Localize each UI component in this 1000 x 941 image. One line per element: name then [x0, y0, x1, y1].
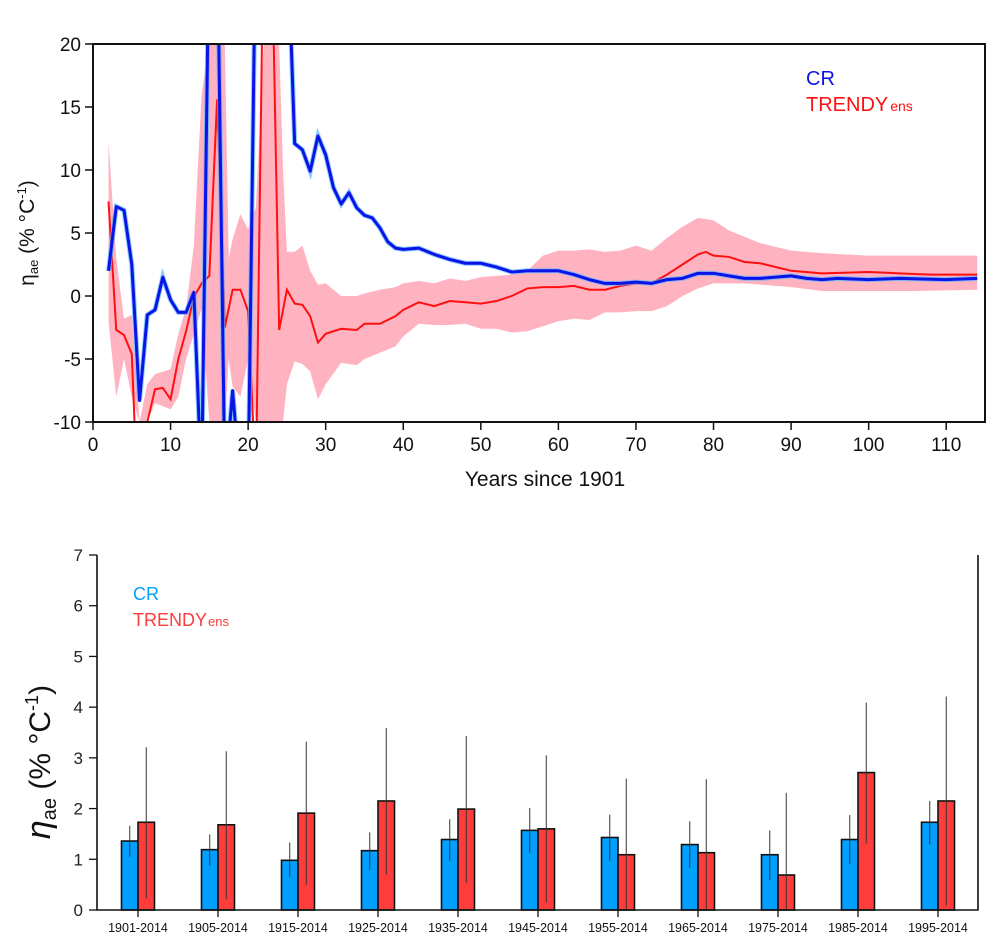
- y-tick-label: 1: [74, 850, 83, 869]
- x-tick-label: 1995-2014: [908, 921, 968, 935]
- x-tick-label: 1945-2014: [508, 921, 568, 935]
- x-tick-label: 70: [625, 435, 646, 456]
- x-tick-label: 1955-2014: [588, 921, 648, 935]
- y-tick-label: -10: [54, 413, 81, 434]
- x-tick-label: 60: [548, 435, 569, 456]
- y-axis-label: ηae (% °C-1): [20, 685, 61, 839]
- x-tick-label: 100: [853, 435, 885, 456]
- bar-group: [760, 792, 796, 911]
- y-tick-label: 4: [74, 698, 83, 717]
- y-tick-label: 15: [60, 98, 81, 119]
- x-tick-label: 50: [470, 435, 491, 456]
- trendy-uncertainty-band: [108, 44, 978, 422]
- x-tick-label: 1915-2014: [268, 921, 328, 935]
- line-chart: 0 10 20 30 40 50 60 70 80 90 100 110 -10 -5 0 5 10 15 20 Y…: [14, 35, 986, 491]
- cr-line: [107, 44, 978, 422]
- bar-group: [360, 727, 396, 911]
- bar-group: [840, 702, 876, 911]
- x-tick-label: 110: [931, 435, 961, 456]
- bar-group: [520, 755, 556, 911]
- y-tick-label: 10: [60, 161, 81, 182]
- x-tick-label: 20: [238, 435, 259, 456]
- legend-cr: CR: [806, 68, 835, 90]
- y-tick-label: 0: [74, 901, 83, 920]
- bar-chart: 1901-2014 1905-2014 1915-2014 1925-2014 1935…: [20, 546, 979, 935]
- x-axis-label: Years since 1901: [465, 468, 625, 491]
- y-tick-label: 5: [70, 224, 81, 245]
- bar-group: [120, 747, 156, 911]
- x-tick-label: 1985-2014: [828, 921, 888, 935]
- x-tick-label: 0: [88, 435, 99, 456]
- x-tick-label: 1975-2014: [748, 921, 808, 935]
- x-tick-label: 1935-2014: [428, 921, 488, 935]
- x-tick-label: 1905-2014: [188, 921, 248, 935]
- x-tick-label: 30: [315, 435, 336, 456]
- y-axis-label: ηae (% °C-1): [14, 180, 41, 286]
- legend: CR TRENDYens: [133, 584, 229, 630]
- legend-cr: CR: [133, 584, 159, 604]
- x-tick-label: 10: [160, 435, 181, 456]
- x-tick-label: 90: [781, 435, 802, 456]
- y-tick-label: 3: [74, 749, 83, 768]
- bar-group: [440, 736, 476, 911]
- y-tick-label: 5: [74, 647, 83, 666]
- bar-group: [200, 751, 236, 911]
- x-tick-label: 80: [703, 435, 724, 456]
- bar-group: [280, 741, 316, 911]
- y-tick-label: 7: [74, 546, 83, 565]
- y-tick-label: 0: [70, 287, 81, 308]
- y-tick-label: -5: [64, 350, 81, 371]
- x-tick-label: 1901-2014: [108, 921, 168, 935]
- y-tick-label: 20: [60, 35, 81, 56]
- bar-group: [680, 779, 716, 911]
- x-tick-label: 1925-2014: [348, 921, 408, 935]
- legend-trendy: TRENDYens: [133, 610, 229, 630]
- x-tick-label: 40: [393, 435, 414, 456]
- bar-group: [920, 696, 956, 911]
- x-tick-label: 1965-2014: [668, 921, 728, 935]
- y-tick-label: 6: [74, 597, 83, 616]
- y-tick-label: 2: [74, 800, 83, 819]
- bar-group: [600, 778, 636, 911]
